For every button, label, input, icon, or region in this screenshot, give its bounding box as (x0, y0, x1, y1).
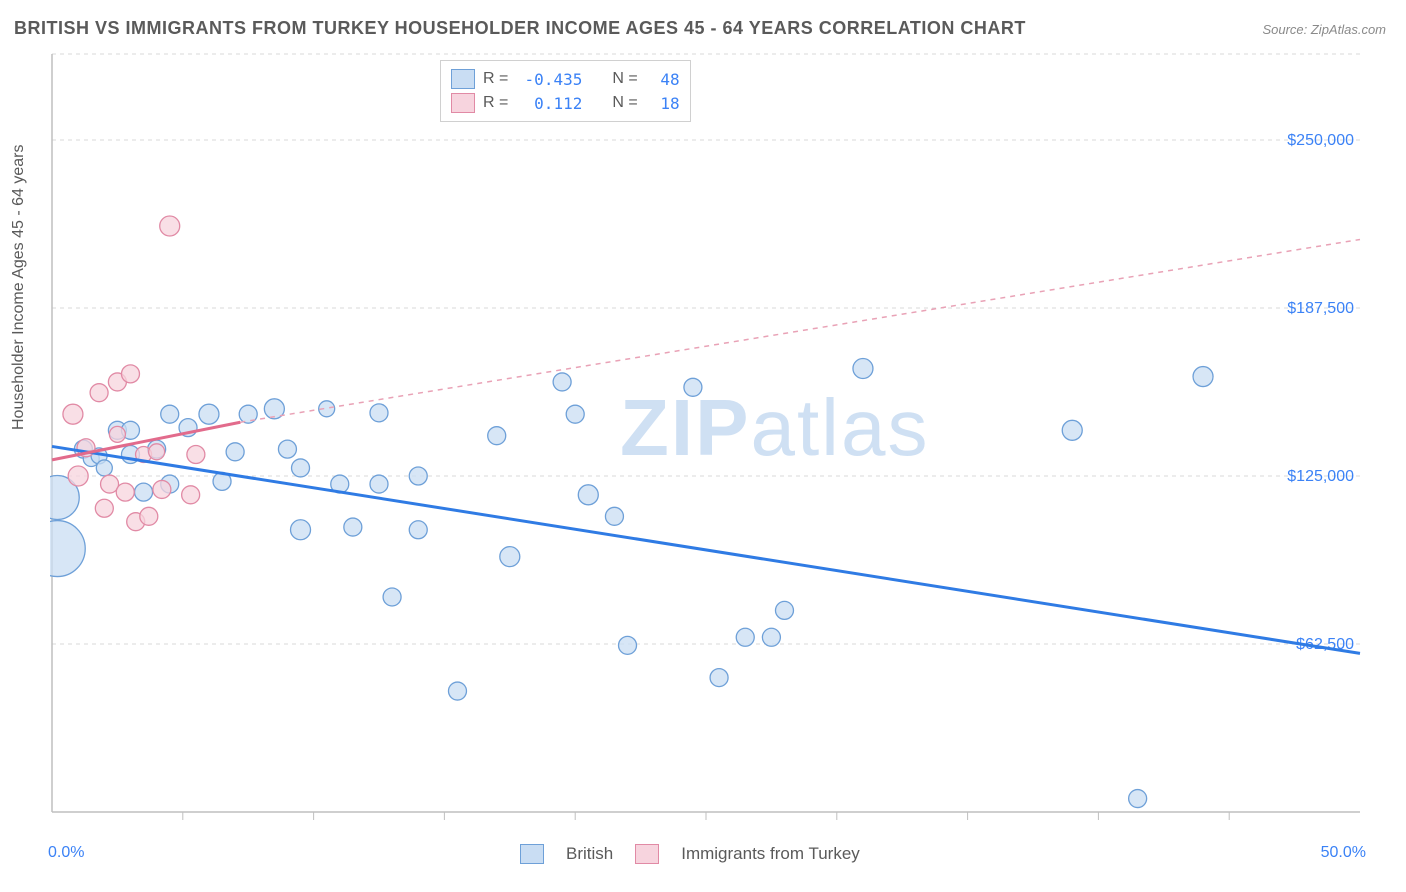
stat-row: R =-0.435N =48 (451, 67, 680, 91)
x-axis-max-label: 50.0% (1321, 844, 1366, 862)
source-label: Source: ZipAtlas.com (1262, 22, 1386, 37)
plot-area: $62,500$125,000$187,500$250,000 ZIPatlas… (50, 52, 1380, 832)
stat-row: R =0.112N =18 (451, 91, 680, 115)
svg-text:$187,500: $187,500 (1287, 300, 1354, 317)
correlation-stats-box: R =-0.435N =48R =0.112N =18 (440, 60, 691, 122)
legend-label: Immigrants from Turkey (681, 844, 860, 864)
scatter-chart: $62,500$125,000$187,500$250,000 (50, 52, 1380, 832)
chart-title: BRITISH VS IMMIGRANTS FROM TURKEY HOUSEH… (14, 18, 1026, 39)
svg-text:$250,000: $250,000 (1287, 132, 1354, 149)
series-swatch (451, 69, 475, 89)
x-axis-min-label: 0.0% (48, 844, 84, 862)
series-swatch (451, 93, 475, 113)
legend-swatch (520, 844, 544, 864)
legend-swatch (635, 844, 659, 864)
legend-label: British (566, 844, 613, 864)
series-legend: British Immigrants from Turkey (520, 844, 860, 864)
y-axis-label: Householder Income Ages 45 - 64 years (10, 145, 28, 431)
svg-text:$125,000: $125,000 (1287, 468, 1354, 485)
